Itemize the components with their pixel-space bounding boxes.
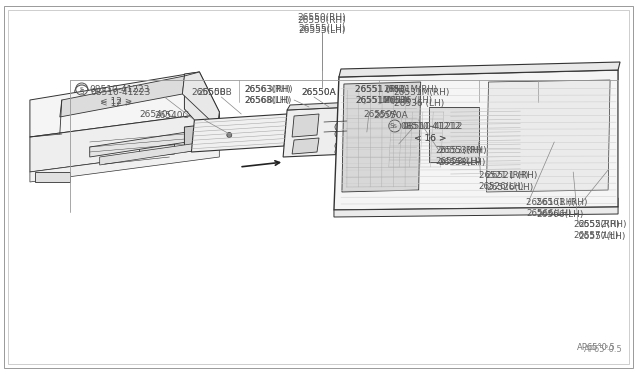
Text: 26551M(LH): 26551M(LH) — [355, 96, 408, 105]
Text: 26568(LH): 26568(LH) — [244, 96, 292, 105]
Polygon shape — [334, 70, 618, 210]
Text: 26550(RH): 26550(RH) — [298, 16, 346, 25]
Circle shape — [335, 142, 343, 150]
Polygon shape — [334, 207, 618, 217]
Text: 08510-41212: 08510-41212 — [403, 122, 463, 131]
Text: < 12 >: < 12 > — [100, 96, 132, 106]
Polygon shape — [459, 119, 488, 162]
Text: 26550A: 26550A — [301, 87, 336, 96]
Polygon shape — [382, 104, 445, 174]
Text: 26553(RH): 26553(RH) — [438, 145, 487, 154]
Text: < 16 >: < 16 > — [413, 134, 446, 142]
Polygon shape — [60, 76, 184, 117]
Text: 26526(LH): 26526(LH) — [486, 183, 534, 192]
Polygon shape — [342, 82, 420, 192]
Text: 26557(LH): 26557(LH) — [573, 231, 619, 240]
Text: 26557(LH): 26557(LH) — [578, 231, 625, 241]
Text: 26531M(RH): 26531M(RH) — [384, 84, 438, 93]
Text: 26550(RH): 26550(RH) — [298, 13, 346, 22]
Polygon shape — [184, 123, 220, 152]
Polygon shape — [520, 97, 586, 184]
Polygon shape — [449, 95, 526, 104]
Circle shape — [335, 148, 343, 156]
Circle shape — [227, 132, 232, 138]
Text: 26553(RH): 26553(RH) — [436, 145, 483, 154]
Polygon shape — [30, 72, 220, 137]
Polygon shape — [486, 80, 610, 192]
Bar — [429, 107, 479, 162]
Text: 26550B: 26550B — [197, 87, 232, 96]
Text: 26550A: 26550A — [364, 109, 399, 119]
Text: 26550A: 26550A — [374, 110, 408, 119]
Text: 26521 (RH): 26521 (RH) — [486, 170, 538, 180]
Polygon shape — [30, 112, 220, 172]
Polygon shape — [140, 144, 175, 157]
Text: 26551M(LH): 26551M(LH) — [355, 96, 410, 105]
Text: 26550A: 26550A — [301, 87, 336, 96]
Text: 26521 (RH): 26521 (RH) — [479, 170, 528, 180]
Polygon shape — [292, 114, 319, 137]
Text: 26536 (LH): 26536 (LH) — [394, 99, 444, 108]
Text: S: S — [390, 123, 394, 129]
Bar — [407, 155, 422, 167]
Text: 26558(LH): 26558(LH) — [436, 157, 481, 166]
Polygon shape — [283, 107, 353, 157]
Text: 08510-41223: 08510-41223 — [90, 84, 150, 93]
Text: 26555(LH): 26555(LH) — [298, 26, 346, 35]
Text: 26555(LH): 26555(LH) — [298, 23, 346, 32]
Text: 26563(RH): 26563(RH) — [244, 84, 291, 93]
Text: 26561 (RH): 26561 (RH) — [526, 198, 576, 206]
Text: 26550B: 26550B — [191, 87, 226, 96]
Polygon shape — [35, 172, 70, 182]
Circle shape — [335, 130, 343, 138]
Text: 08510-41212: 08510-41212 — [401, 122, 461, 131]
Text: 26558(LH): 26558(LH) — [438, 157, 486, 167]
Text: S: S — [393, 124, 397, 128]
Polygon shape — [90, 127, 220, 157]
Text: 26552(RH): 26552(RH) — [578, 219, 627, 228]
Text: 26540C: 26540C — [154, 110, 189, 119]
Text: S: S — [80, 87, 84, 92]
Polygon shape — [529, 104, 578, 174]
Polygon shape — [352, 102, 384, 164]
Polygon shape — [444, 100, 524, 179]
Polygon shape — [292, 138, 319, 154]
Text: 26536 (LH): 26536 (LH) — [384, 96, 432, 105]
Text: S: S — [79, 89, 84, 95]
Text: 26561 (RH): 26561 (RH) — [536, 198, 588, 206]
Polygon shape — [287, 102, 356, 110]
Text: 26551 (RH): 26551 (RH) — [355, 84, 404, 93]
Polygon shape — [339, 62, 620, 77]
Polygon shape — [387, 100, 449, 107]
Text: < 12 >: < 12 > — [100, 99, 132, 108]
Text: AP65°0.5: AP65°0.5 — [577, 343, 616, 352]
Text: 26540C: 26540C — [140, 109, 174, 119]
Polygon shape — [360, 119, 374, 142]
Circle shape — [335, 123, 343, 131]
Polygon shape — [184, 72, 220, 147]
Text: 26531M(RH): 26531M(RH) — [394, 87, 450, 96]
Text: 26526(LH): 26526(LH) — [479, 182, 524, 190]
Text: 26551 (RH): 26551 (RH) — [355, 84, 406, 93]
Polygon shape — [30, 147, 220, 182]
Text: 26566(LH): 26566(LH) — [536, 209, 584, 218]
Text: 26566(LH): 26566(LH) — [526, 208, 572, 218]
Polygon shape — [100, 140, 220, 165]
Polygon shape — [526, 92, 589, 100]
Polygon shape — [182, 72, 220, 127]
Text: AP65°0.5: AP65°0.5 — [584, 345, 623, 354]
Text: < 16 >: < 16 > — [413, 134, 446, 142]
Text: 26568(LH): 26568(LH) — [244, 96, 290, 105]
Text: 26552(RH): 26552(RH) — [573, 219, 620, 228]
Text: 08510-41223: 08510-41223 — [91, 87, 151, 96]
Polygon shape — [191, 114, 287, 152]
Circle shape — [336, 151, 342, 157]
Text: 26563(RH): 26563(RH) — [244, 84, 293, 93]
